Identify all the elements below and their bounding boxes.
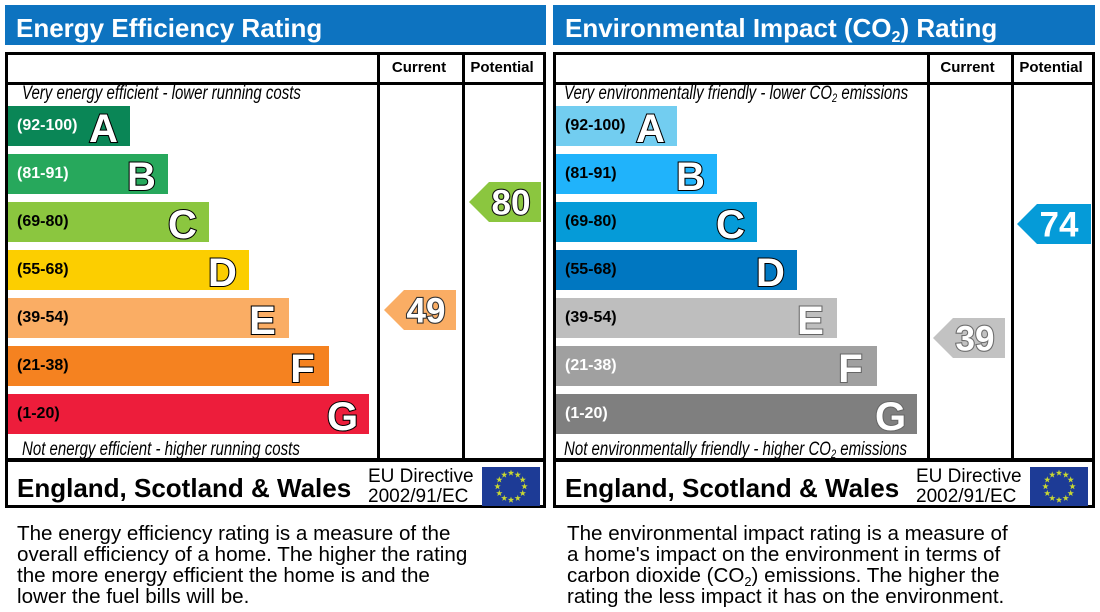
svg-text:E: E (797, 299, 824, 338)
svg-text:39: 39 (956, 320, 995, 358)
svg-text:F: F (290, 347, 314, 386)
svg-text:E: E (249, 299, 276, 338)
svg-text:A: A (636, 107, 665, 146)
svg-text:B: B (676, 155, 705, 194)
svg-text:G: G (327, 395, 358, 434)
svg-text:C: C (168, 203, 197, 242)
svg-text:80: 80 (492, 184, 531, 222)
svg-text:G: G (875, 395, 906, 434)
svg-text:A: A (89, 107, 118, 146)
svg-text:D: D (208, 251, 237, 290)
svg-text:B: B (127, 155, 156, 194)
svg-text:C: C (716, 203, 745, 242)
svg-text:49: 49 (407, 292, 446, 330)
svg-text:F: F (838, 347, 862, 386)
svg-text:74: 74 (1040, 206, 1079, 244)
svg-text:D: D (756, 251, 785, 290)
